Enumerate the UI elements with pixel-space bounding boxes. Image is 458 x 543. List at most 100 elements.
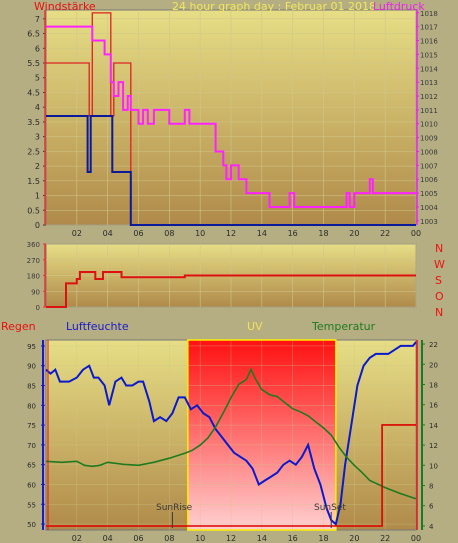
temperature-tick-label: 18 xyxy=(429,381,438,389)
direction-tick-label: 180 xyxy=(27,273,40,281)
bottom-x-tick-label: 10 xyxy=(195,534,205,543)
humidity-tick-label: 50 xyxy=(27,521,36,529)
temperature-tick-label: 12 xyxy=(429,442,438,450)
direction-letter-n-top: N xyxy=(435,242,443,255)
pressure-tick-label: 1003 xyxy=(420,218,438,226)
wind-axis-label: Windstärke xyxy=(34,0,96,13)
wind-tick-label: 4.5 xyxy=(27,88,40,97)
bottom-x-tick-label: 02 xyxy=(72,534,82,543)
humidity-label: Luftfeuchte xyxy=(66,320,129,333)
temperature-tick-label: 20 xyxy=(429,361,438,369)
wind-tick-label: 6 xyxy=(35,44,40,53)
top-x-tick-label: 10 xyxy=(195,229,205,238)
rain-line xyxy=(46,424,416,527)
pressure-tick-label: 1015 xyxy=(420,51,438,59)
temperature-tick-label: 8 xyxy=(429,483,433,491)
direction-tick-label: 360 xyxy=(27,241,40,249)
bottom-x-tick-label: 04 xyxy=(103,534,113,543)
direction-tick-label: 90 xyxy=(31,288,40,296)
wind-tick-label: 5.5 xyxy=(27,59,40,68)
wind-tick-label: 2.5 xyxy=(27,147,40,156)
temperature-label: Temperatur xyxy=(311,320,376,333)
temperature-tick-label: 10 xyxy=(429,462,438,470)
temperature-tick-label: 14 xyxy=(429,422,438,430)
wind-tick-label: 3 xyxy=(35,133,40,142)
temperature-tick-label: 4 xyxy=(429,523,434,531)
wind_speed-line xyxy=(46,12,416,226)
direction-line xyxy=(46,271,416,308)
bottom-x-tick-label: 16 xyxy=(288,534,298,543)
pressure-tick-label: 1018 xyxy=(420,10,438,18)
wind-tick-label: 6.5 xyxy=(27,30,40,39)
top-x-tick-label: 04 xyxy=(103,229,113,238)
humidity-tick-label: 60 xyxy=(27,481,36,489)
bottom-x-tick-label: 22 xyxy=(380,534,390,543)
pressure-tick-label: 1014 xyxy=(420,65,438,73)
wind-tick-label: 0 xyxy=(35,221,40,230)
wind_gust-line xyxy=(46,115,416,226)
rain-label: Regen xyxy=(1,320,36,333)
top-x-tick-label: 02 xyxy=(72,229,82,238)
humidity-tick-label: 80 xyxy=(27,402,36,410)
wind-tick-label: 1.5 xyxy=(27,177,40,186)
top-x-tick-label: 18 xyxy=(318,229,328,238)
top-x-tick-label: 00 xyxy=(411,229,421,238)
top-x-tick-label: 06 xyxy=(133,229,143,238)
bottom-x-tick-label: 08 xyxy=(164,534,174,543)
pressure-tick-label: 1009 xyxy=(420,135,438,143)
wind-tick-label: 3.5 xyxy=(27,118,40,127)
wind-tick-label: 1 xyxy=(35,192,40,201)
bottom-x-tick-label: 06 xyxy=(133,534,143,543)
humidity-line xyxy=(45,341,417,526)
wind-tick-label: 4 xyxy=(35,103,40,112)
direction-letter-n-bottom: N xyxy=(435,306,443,319)
wind-tick-label: 2 xyxy=(35,162,40,171)
humidity-tick-label: 90 xyxy=(27,363,36,371)
humidity-tick-label: 65 xyxy=(27,462,36,470)
uv-label: UV xyxy=(247,320,263,333)
bottom-x-tick-label: 14 xyxy=(257,534,267,543)
pressure-tick-label: 1017 xyxy=(420,24,438,32)
top-x-tick-label: 12 xyxy=(226,229,236,238)
bottom-x-tick-label: 12 xyxy=(226,534,236,543)
pressure-line xyxy=(46,25,416,208)
pressure-tick-label: 1012 xyxy=(420,93,438,101)
top-x-tick-label: 20 xyxy=(349,229,359,238)
pressure-axis-label: Luftdruck xyxy=(373,0,425,13)
pressure-tick-label: 1016 xyxy=(420,38,438,46)
top-x-tick-label: 16 xyxy=(288,229,298,238)
pressure-tick-label: 1004 xyxy=(420,204,438,212)
sunset-label: SunSet xyxy=(314,503,346,513)
humidity-tick-label: 75 xyxy=(27,422,36,430)
top-x-tick-label: 14 xyxy=(257,229,267,238)
pressure-tick-label: 1006 xyxy=(420,176,438,184)
direction-letter-o: O xyxy=(435,290,444,303)
temperature-tick-label: 22 xyxy=(429,341,438,349)
top-x-tick-label: 08 xyxy=(164,229,174,238)
bottom-x-tick-label: 18 xyxy=(318,534,328,543)
chart-title: 24 hour graph day : Februar 01 2018 xyxy=(172,0,376,13)
sunrise-label: SunRise xyxy=(156,503,193,513)
wind-tick-label: 5 xyxy=(35,74,40,83)
direction-letter-w: W xyxy=(434,258,445,271)
wind-tick-label: 0.5 xyxy=(27,206,40,215)
bottom-x-tick-label: 20 xyxy=(349,534,359,543)
humidity-tick-label: 55 xyxy=(27,501,36,509)
pressure-tick-label: 1013 xyxy=(420,79,438,87)
bottom-x-tick-label: 00 xyxy=(411,534,421,543)
direction-tick-label: 0 xyxy=(36,304,40,312)
pressure-tick-label: 1008 xyxy=(420,148,438,156)
wind-tick-label: 7 xyxy=(35,15,40,24)
pressure-tick-label: 1007 xyxy=(420,162,438,170)
pressure-tick-label: 1010 xyxy=(420,121,438,129)
temperature-line xyxy=(45,367,417,500)
humidity-tick-label: 85 xyxy=(27,383,36,391)
pressure-tick-label: 1005 xyxy=(420,190,438,198)
humidity-tick-label: 95 xyxy=(27,343,36,351)
temperature-tick-label: 16 xyxy=(429,402,438,410)
temperature-tick-label: 6 xyxy=(429,503,434,511)
pressure-tick-label: 1011 xyxy=(420,107,438,115)
direction-tick-label: 270 xyxy=(27,257,40,265)
